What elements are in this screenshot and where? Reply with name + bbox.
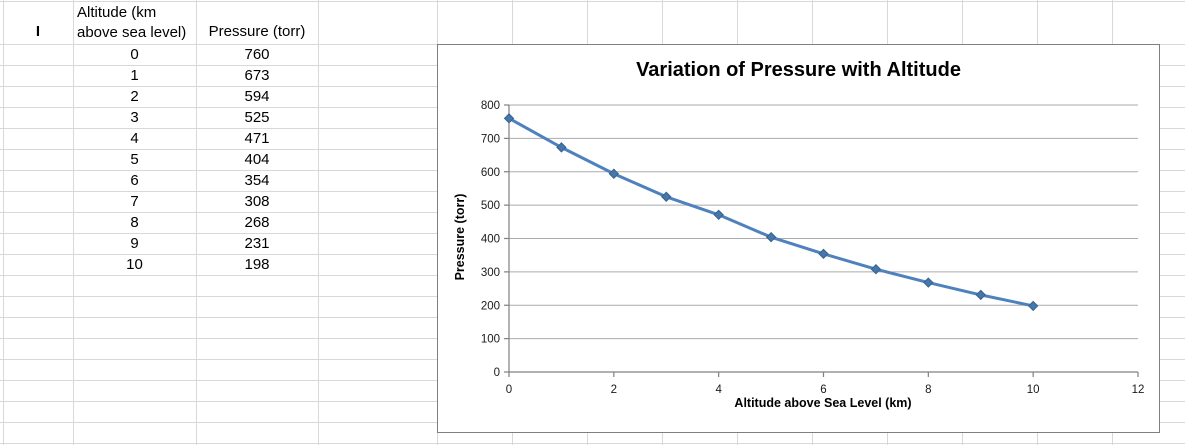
y-tick-label: 200 — [481, 300, 500, 312]
cell-pressure[interactable]: 354 — [244, 172, 270, 189]
cell-altitude[interactable]: 1 — [130, 67, 139, 84]
cell-altitude[interactable]: 2 — [130, 88, 139, 105]
y-tick-label: 800 — [481, 100, 500, 112]
data-point-marker — [818, 248, 829, 260]
data-point-marker — [975, 289, 986, 301]
grid-column-line — [3, 0, 4, 445]
cell-altitude[interactable]: 9 — [130, 235, 139, 252]
cell-altitude[interactable]: 10 — [126, 256, 143, 273]
data-point-marker — [1027, 300, 1039, 312]
data-point-marker — [556, 142, 567, 153]
y-tick-label: 300 — [481, 267, 500, 279]
x-tick-label: 12 — [1132, 384, 1145, 396]
data-point-marker — [923, 277, 934, 288]
y-tick-label: 700 — [481, 133, 500, 145]
y-tick-label: 100 — [481, 334, 500, 346]
altitude-header-line2: above sea level) — [77, 23, 187, 41]
y-tick-label: 400 — [481, 234, 500, 246]
grid-column-line — [73, 0, 74, 445]
x-tick-label: 0 — [506, 384, 512, 396]
cell-pressure[interactable]: 268 — [244, 214, 270, 231]
x-tick-label: 10 — [1027, 384, 1040, 396]
grid-row-line — [0, 443, 1185, 444]
pressure-altitude-chart[interactable]: Variation of Pressure with Altitude 0 100… — [437, 44, 1160, 433]
cell-row-label[interactable]: I — [35, 23, 41, 40]
altitude-header-line1: Altitude (km — [77, 4, 157, 21]
cell-altitude[interactable]: 5 — [130, 151, 139, 168]
cell-pressure[interactable]: 308 — [244, 193, 270, 210]
x-tick-label: 4 — [715, 384, 722, 396]
cell-altitude-header[interactable]: Altitude (km above sea level) — [73, 1, 196, 44]
chart-plot-area: 0 100 200 300 400 500 600 700 800 0 2 4 6 8 10 12 — [481, 100, 1145, 396]
data-point-marker — [661, 191, 672, 202]
cell-pressure[interactable]: 231 — [244, 235, 270, 252]
cell-altitude[interactable]: 4 — [130, 130, 139, 147]
cell-pressure[interactable]: 673 — [244, 67, 270, 84]
grid-row-line — [0, 1, 1185, 2]
cell-pressure[interactable]: 525 — [244, 109, 270, 126]
data-point-marker — [765, 231, 777, 243]
cell-altitude[interactable]: 7 — [130, 193, 139, 210]
pressure-series-line — [507, 116, 1035, 308]
data-point-marker — [870, 263, 882, 275]
x-tick-label: 8 — [925, 384, 931, 396]
cell-altitude[interactable]: 8 — [130, 214, 139, 231]
data-point-marker — [503, 113, 515, 124]
cell-altitude[interactable]: 3 — [130, 109, 139, 126]
x-tick-label: 6 — [820, 384, 826, 396]
grid-column-line — [196, 0, 197, 445]
x-tick-label: 2 — [611, 384, 617, 396]
cell-altitude[interactable]: 6 — [130, 172, 139, 189]
cell-pressure[interactable]: 594 — [244, 88, 270, 105]
y-tick-label: 600 — [481, 167, 500, 179]
cell-pressure[interactable]: 404 — [244, 151, 270, 168]
cell-pressure-header[interactable]: Pressure (torr) — [208, 23, 306, 40]
chart-title: Variation of Pressure with Altitude — [636, 59, 961, 81]
y-tick-label: 0 — [494, 367, 500, 379]
cell-pressure[interactable]: 471 — [244, 130, 270, 147]
y-axis-title: Pressure (torr) — [453, 193, 467, 281]
x-axis-title: Altitude above Sea Level (km) — [734, 396, 912, 410]
data-point-marker — [713, 209, 724, 221]
grid-column-line — [318, 0, 319, 445]
cell-altitude[interactable]: 0 — [130, 46, 139, 63]
y-tick-label: 500 — [481, 200, 500, 212]
cell-pressure[interactable]: 760 — [244, 46, 270, 63]
data-point-marker — [608, 168, 620, 179]
cell-pressure[interactable]: 198 — [244, 256, 270, 273]
